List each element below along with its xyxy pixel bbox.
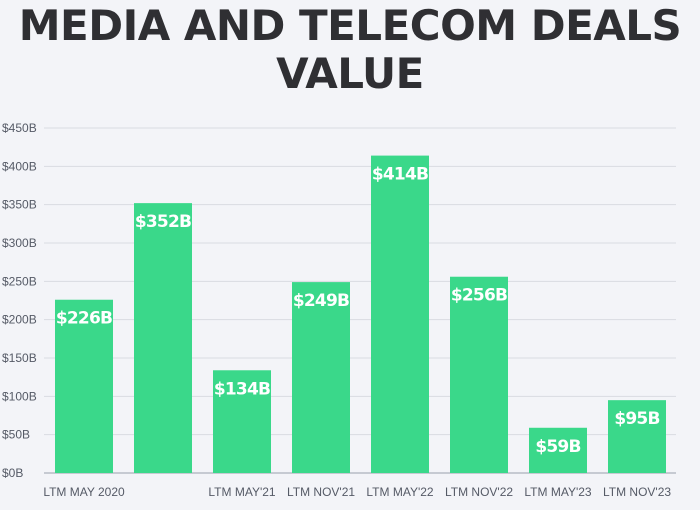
y-tick-label: $400B	[2, 159, 37, 173]
y-tick-label: $250B	[2, 274, 37, 288]
bar-value-label: $134B	[214, 379, 270, 399]
bar	[213, 370, 271, 473]
y-tick-label: $200B	[2, 313, 37, 327]
bars	[55, 155, 666, 473]
bar-value-label: $414B	[372, 165, 428, 185]
x-tick-label: LTM NOV'21	[287, 485, 355, 499]
bar-value-label: $95B	[614, 409, 659, 429]
bar	[608, 400, 666, 473]
bar-value-label: $59B	[535, 437, 580, 457]
y-tick-label: $450B	[2, 121, 37, 135]
x-tick-label: LTM NOV'22	[445, 485, 513, 499]
bar	[134, 203, 192, 473]
bar	[292, 282, 350, 473]
y-tick-label: $100B	[2, 389, 37, 403]
bar-value-label: $249B	[293, 291, 349, 311]
bar	[55, 299, 113, 473]
x-tick-label: LTM MAY'23	[524, 485, 592, 499]
bar-value-label: $256B	[451, 286, 507, 306]
x-tick-label: LTM NOV'23	[603, 485, 671, 499]
y-tick-label: $50B	[2, 428, 30, 442]
y-tick-label: $350B	[2, 198, 37, 212]
bar-value-labels: $226B $352B $134B $249B $414B $256B $59B $95B	[56, 165, 661, 457]
bar	[450, 276, 508, 473]
y-tick-label: $300B	[2, 236, 37, 250]
x-axis-labels: LTM MAY 2020 LTM MAY'21 LTM NOV'21 LTM MAY'…	[43, 485, 671, 499]
y-tick-label: $150B	[2, 351, 37, 365]
y-axis-ticks: $0B $50B $100B $150B $200B $250B $300B $350B $40…	[2, 121, 37, 480]
x-tick-label: LTM MAY'22	[366, 485, 434, 499]
x-tick-label: LTM MAY 2020	[43, 485, 125, 499]
bar-value-label: $352B	[135, 212, 191, 232]
chart-title: MEDIA AND TELECOM DEALS VALUE	[18, 1, 682, 98]
x-tick-label: LTM MAY'21	[208, 485, 276, 499]
bar-value-label: $226B	[56, 309, 112, 329]
bar	[529, 427, 587, 473]
y-tick-label: $0B	[2, 466, 23, 480]
bar	[371, 155, 429, 473]
